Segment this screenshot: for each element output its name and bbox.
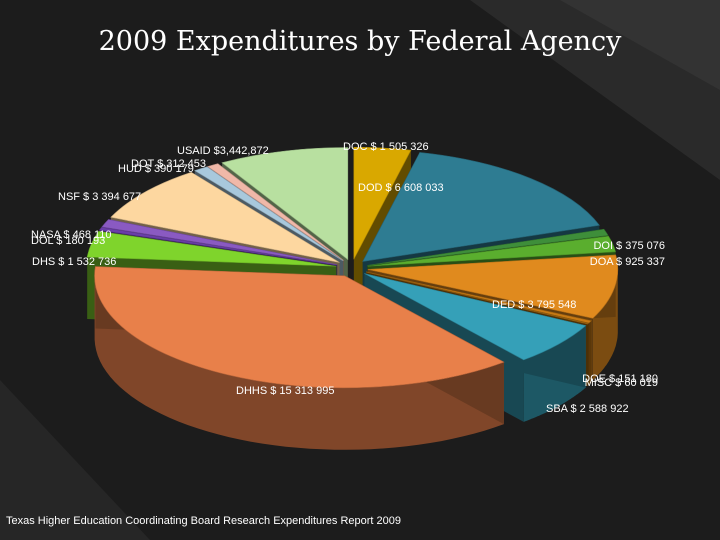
data-label: DOC $ 1 505 326 <box>343 141 429 153</box>
pie-slice <box>110 171 340 263</box>
pie-slice <box>362 152 600 262</box>
source-note: Texas Higher Education Coordinating Boar… <box>6 515 402 527</box>
data-label: NASA $ 468 110 <box>31 229 112 241</box>
pie-slice <box>94 266 505 389</box>
pie-slice <box>98 226 337 266</box>
data-label: HUD $ 390 179 <box>118 163 194 175</box>
data-label: DOD $ 6 608 033 <box>358 182 444 194</box>
data-label: DOT $ 312 453 <box>131 158 206 170</box>
pie-slice <box>101 219 338 266</box>
data-label: DHS $ 1 532 736 <box>32 256 116 268</box>
pie-slice <box>367 254 619 319</box>
data-label: USAID $3,442,872 <box>177 145 269 157</box>
data-label: MISC $ 60 019 <box>585 377 658 389</box>
chart-title: 2009 Expenditures by Federal Agency <box>98 26 622 57</box>
data-label: SBA $ 2 588 922 <box>546 403 629 415</box>
pie-slice <box>367 228 609 266</box>
data-label: DOL $ 180 193 <box>31 235 105 247</box>
data-label: DOA $ 925 337 <box>590 256 665 268</box>
data-label: DOI $ 375 076 <box>593 240 665 252</box>
pie-slice <box>221 147 349 261</box>
pie-slice <box>86 230 337 267</box>
data-label: DOE $ 151 180 <box>582 373 658 385</box>
pie-slice <box>366 271 590 325</box>
data-label: DED $ 3 795 548 <box>492 299 576 311</box>
pie-slice-side <box>94 277 504 450</box>
pie-slice <box>207 163 344 261</box>
pie-slice <box>193 166 344 262</box>
data-label: NSF $ 3 394 677 <box>58 191 141 203</box>
pie-slice <box>364 273 587 361</box>
data-label: DHHS $ 15 313 995 <box>236 385 334 397</box>
pie-slice <box>367 235 616 267</box>
pie-slice <box>353 146 412 260</box>
